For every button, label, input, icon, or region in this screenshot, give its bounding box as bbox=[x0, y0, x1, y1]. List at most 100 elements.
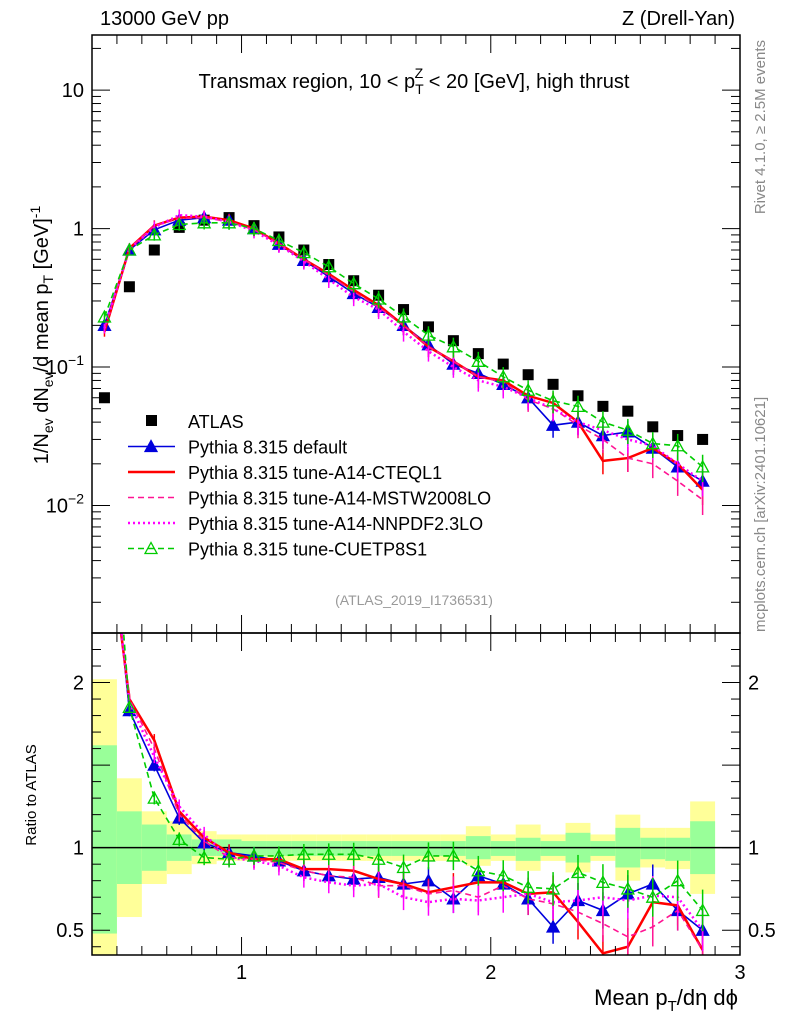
x-tick-label: 2 bbox=[485, 962, 496, 984]
atlas-data-point bbox=[98, 392, 110, 404]
ratio-band-stat bbox=[665, 837, 691, 861]
y-tick-label-ratio: 1 bbox=[73, 838, 84, 860]
ratio-band-stat bbox=[640, 837, 666, 860]
ratio-marker-cuetp8s1 bbox=[570, 865, 586, 879]
main-marker-cuetp8s1 bbox=[147, 227, 162, 241]
legend: ATLAS Pythia 8.315 default Pythia 8.315 tu… bbox=[128, 412, 491, 560]
ratio-marker-cuetp8s1 bbox=[421, 848, 436, 862]
main-marker-cuetp8s1 bbox=[421, 327, 436, 341]
ratio-marker-cuetp8s1 bbox=[296, 846, 311, 860]
ratio-marker-cuetp8s1 bbox=[122, 699, 137, 713]
legend-marker-atlas bbox=[146, 415, 157, 426]
main-marker-cuetp8s1 bbox=[446, 339, 461, 353]
legend-label: Pythia 8.315 tune-A14-MSTW2008LO bbox=[188, 489, 491, 509]
main-marker-cuetp8s1 bbox=[221, 215, 237, 229]
ratio-bands bbox=[92, 679, 740, 955]
main-marker-cuetp8s1 bbox=[371, 291, 386, 305]
ratio-marker-cuetp8s1 bbox=[197, 850, 212, 864]
atlas-data-point bbox=[497, 358, 509, 370]
ratio-marker-cuetp8s1 bbox=[471, 863, 486, 877]
rivet-version-label: Rivet 4.1.0, ≥ 2.5M events bbox=[752, 40, 769, 214]
ratio-marker-cuetp8s1 bbox=[620, 881, 635, 895]
main-marker-cuetp8s1 bbox=[471, 353, 486, 367]
ratio-marker-cuetp8s1 bbox=[645, 889, 660, 903]
y-tick-label-main: 10−2 bbox=[46, 490, 84, 517]
ratio-frame bbox=[91, 632, 741, 956]
main-marker-cuetp8s1 bbox=[670, 438, 685, 452]
y-tick-label-ratio-right: 0.5 bbox=[748, 920, 776, 942]
y-tick-label-ratio-right: 2 bbox=[748, 673, 759, 695]
main-marker-cuetp8s1 bbox=[570, 398, 586, 413]
y-tick-label-main: 10 bbox=[62, 80, 84, 102]
main-marker-cuetp8s1 bbox=[321, 259, 336, 273]
ratio-marker-cuetp8s1 bbox=[496, 868, 511, 882]
atlas-data-point bbox=[697, 433, 709, 445]
main-marker-cuetp8s1 bbox=[645, 436, 660, 450]
main-marker-cuetp8s1 bbox=[595, 414, 611, 428]
main-marker-cuetp8s1 bbox=[122, 242, 137, 256]
ratio-marker-cuetp8s1 bbox=[595, 874, 611, 888]
main-marker-cuetp8s1 bbox=[97, 309, 112, 323]
main-marker-cuetp8s1 bbox=[396, 309, 411, 323]
main-marker-cuetp8s1 bbox=[545, 393, 561, 407]
main-marker-cuetp8s1 bbox=[246, 221, 262, 235]
legend-marker-default bbox=[143, 439, 159, 453]
ratio-marker-cuetp8s1 bbox=[147, 790, 162, 804]
plot-title: Transmax region, 10 < pTZ < 20 [GeV], hi… bbox=[199, 65, 630, 97]
atlas-data-point bbox=[547, 378, 559, 390]
main-marker-cuetp8s1 bbox=[197, 215, 212, 229]
main-marker-cuetp8s1 bbox=[296, 245, 311, 259]
header-left: 13000 GeV pp bbox=[100, 8, 229, 30]
legend-label: Pythia 8.315 default bbox=[188, 438, 347, 458]
atlas-data-point bbox=[123, 281, 135, 293]
ratio-marker-cuetp8s1 bbox=[446, 848, 461, 862]
ratio-marker-cuetp8s1 bbox=[321, 846, 336, 860]
x-axis-label: Mean pT/dη dϕ bbox=[594, 985, 738, 1015]
ratio-marker-cuetp8s1 bbox=[246, 848, 262, 862]
ratio-marker-cuetp8s1 bbox=[346, 846, 361, 860]
legend-marker-cuetp8s1 bbox=[143, 541, 159, 555]
ratio-marker-cuetp8s1 bbox=[695, 903, 710, 917]
mcplots-label: mcplots.cern.ch [arXiv:2401.10621] bbox=[752, 397, 769, 632]
ratio-band-stat bbox=[515, 837, 541, 861]
ratio-marker-cuetp8s1 bbox=[396, 860, 411, 874]
main-marker-cuetp8s1 bbox=[172, 217, 187, 231]
y-axis-label-main: 1/Nev dNev/d mean pT [GeV]-1 bbox=[27, 206, 56, 465]
legend-label: Pythia 8.315 tune-A14-NNPDF2.3LO bbox=[188, 514, 483, 534]
legend-label: ATLAS bbox=[188, 412, 244, 432]
main-marker-cuetp8s1 bbox=[271, 233, 287, 247]
atlas-data-point bbox=[597, 400, 609, 412]
ratio-marker-cuetp8s1 bbox=[371, 851, 386, 865]
main-marker-cuetp8s1 bbox=[496, 369, 511, 383]
ratio-marker-cuetp8s1 bbox=[545, 881, 561, 895]
y-tick-label-ratio: 2 bbox=[73, 673, 84, 695]
ratio-marker-default bbox=[545, 919, 561, 933]
ratio-marker-cuetp8s1 bbox=[221, 851, 237, 865]
atlas-data-point bbox=[148, 244, 160, 256]
ratio-marker-default bbox=[147, 757, 162, 771]
ratio-marker-cuetp8s1 bbox=[172, 832, 187, 846]
main-marker-cuetp8s1 bbox=[346, 276, 361, 290]
ratio-marker-cuetp8s1 bbox=[670, 873, 685, 887]
ratio-marker-cuetp8s1 bbox=[521, 879, 536, 893]
x-tick-label: 3 bbox=[734, 962, 745, 984]
atlas-data-point bbox=[647, 421, 659, 433]
legend-label: Pythia 8.315 tune-CUETP8S1 bbox=[188, 540, 427, 560]
analysis-tag: (ATLAS_2019_I1736531) bbox=[335, 592, 493, 608]
ratio-band-stat bbox=[590, 841, 616, 856]
header-right: Z (Drell-Yan) bbox=[622, 8, 735, 30]
ratio-marker-cuetp8s1 bbox=[271, 848, 287, 862]
ratio-series bbox=[119, 633, 710, 955]
y-tick-label-main: 1 bbox=[73, 219, 84, 241]
ratio-band-stat bbox=[391, 841, 416, 856]
main-marker-cuetp8s1 bbox=[620, 422, 635, 436]
atlas-data-point bbox=[522, 369, 534, 381]
ratio-band-stat bbox=[92, 745, 117, 934]
x-tick-label: 1 bbox=[236, 962, 247, 984]
ratio-band-stat bbox=[490, 841, 516, 856]
y-axis-label-ratio: Ratio to ATLAS bbox=[23, 744, 40, 845]
legend-label: Pythia 8.315 tune-A14-CTEQL1 bbox=[188, 463, 442, 483]
main-marker-cuetp8s1 bbox=[695, 459, 710, 473]
ratio-band-stat bbox=[540, 841, 566, 856]
